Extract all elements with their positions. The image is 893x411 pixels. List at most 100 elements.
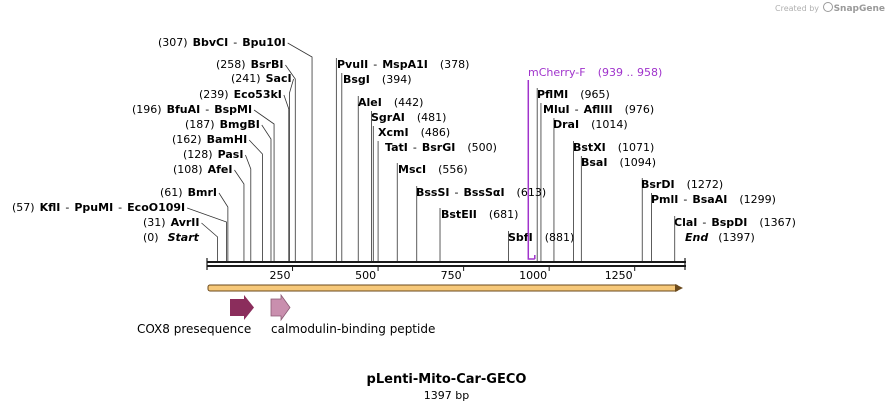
site-label: (241) SacI <box>231 72 292 85</box>
site-label: PmlI - BsaAI (1299) <box>651 193 776 206</box>
plasmid-length: 1397 bp <box>423 389 470 402</box>
scale-tick-label: 1250 <box>605 269 633 282</box>
restriction-site-msci[interactable]: MscI (556) <box>398 163 468 176</box>
site-leader-line <box>248 139 263 262</box>
site-leader-line <box>253 109 275 262</box>
site-leader-line <box>283 94 290 262</box>
orf-bar[interactable] <box>207 284 683 292</box>
restriction-site-kfli-ppumi-ecoo109i[interactable]: (57) KflI - PpuMI - EcoO109I <box>12 201 185 214</box>
site-leader-line <box>261 124 272 262</box>
feature-label: COX8 presequence <box>137 322 251 336</box>
restriction-site-bamhi[interactable]: (162) BamHI <box>172 133 247 146</box>
restriction-site-pmli-bsaai[interactable]: PmlI - BsaAI (1299) <box>651 193 776 206</box>
site-label: DraI (1014) <box>553 118 628 131</box>
primer-name: mCherry-F (939 .. 958) <box>528 61 662 80</box>
restriction-site-afei[interactable]: (108) AfeI <box>173 163 232 176</box>
restriction-site-drai[interactable]: DraI (1014) <box>553 118 628 131</box>
restriction-site-bsgi[interactable]: BsgI (394) <box>343 73 412 86</box>
start-marker: (0) Start <box>143 231 200 244</box>
site-label: XcmI (486) <box>378 126 450 139</box>
site-leader-line <box>187 207 227 262</box>
end-marker: End (1397) <box>685 231 755 244</box>
end-marker-label: End (1397) <box>685 231 755 244</box>
feature-label: calmodulin-binding peptide <box>271 322 435 336</box>
restriction-site-bsteii[interactable]: BstEII (681) <box>441 208 518 221</box>
site-label: ClaI - BspDI (1367) <box>674 216 796 229</box>
scale-tick-label: 500 <box>355 269 376 282</box>
scale-tick-label: 250 <box>270 269 291 282</box>
restriction-site-bmgbi[interactable]: (187) BmgBI <box>185 118 260 131</box>
site-leader-line <box>245 154 252 262</box>
restriction-site-bsrbi[interactable]: (258) BsrBI <box>216 58 283 71</box>
credit-prefix: Created by <box>775 4 820 13</box>
restriction-site-alei[interactable]: AleI (442) <box>358 96 423 109</box>
site-label: MluI - AflIII (976) <box>543 103 654 116</box>
snapgene-credit: Created by SnapGene <box>775 2 885 14</box>
site-label: (239) Eco53kI <box>199 88 282 101</box>
restriction-site-clai-bspdi[interactable]: ClaI - BspDI (1367) <box>674 216 796 229</box>
site-labels: (307) BbvCI - Bpu10I (258) BsrBI(241) SacI (239… <box>12 36 796 244</box>
plasmid-name: pLenti-Mito-Car-GECO <box>366 372 527 387</box>
site-label: (196) BfuAI - BspMI <box>132 103 252 116</box>
primer-mcherry-f[interactable]: mCherry-F (939 .. 958) <box>527 61 662 260</box>
restriction-site-saci[interactable]: (241) SacI <box>231 72 292 85</box>
restriction-site-pvuii-mspa1i[interactable]: PvuII - MspA1I (378) <box>337 58 469 71</box>
restriction-site-pflmi[interactable]: PflMI (965) <box>537 88 610 101</box>
site-leader-line <box>289 78 294 262</box>
site-label: BsrDI (1272) <box>641 178 723 191</box>
snapgene-logo-icon <box>822 2 833 12</box>
restriction-site-sgrai[interactable]: SgrAI (481) <box>371 111 446 124</box>
credit-brand: SnapGene <box>833 4 885 14</box>
site-label: BstXI (1071) <box>573 141 654 154</box>
site-label: (61) BmrI <box>160 186 217 199</box>
restriction-site-eco53ki[interactable]: (239) Eco53kI <box>199 88 282 101</box>
site-label: PvuII - MspA1I (378) <box>337 58 469 71</box>
site-leader-line <box>287 42 313 262</box>
restriction-site-bfuai-bspmi[interactable]: (196) BfuAI - BspMI <box>132 103 252 116</box>
restriction-site-mlui-afliii[interactable]: MluI - AflIII (976) <box>543 103 654 116</box>
scale-tick-label: 1000 <box>519 269 547 282</box>
site-label: TatI - BsrGI (500) <box>385 141 497 154</box>
site-label: BstEII (681) <box>441 208 518 221</box>
feature-cox8-presequence[interactable]: COX8 presequence <box>137 295 254 336</box>
restriction-site-bmri[interactable]: (61) BmrI <box>160 186 217 199</box>
site-label: BsaI (1094) <box>581 156 656 169</box>
dna-backbone <box>206 258 686 270</box>
site-label: (258) BsrBI <box>216 58 283 71</box>
site-label: BsgI (394) <box>343 73 412 86</box>
site-label: (162) BamHI <box>172 133 247 146</box>
site-leader-line <box>285 64 296 262</box>
site-leader-lines <box>187 42 676 262</box>
site-label: (57) KflI - PpuMI - EcoO109I <box>12 201 185 214</box>
site-label: MscI (556) <box>398 163 468 176</box>
start-marker-label: (0) Start <box>143 231 200 244</box>
restriction-site-tati-bsrgi[interactable]: TatI - BsrGI (500) <box>385 141 497 154</box>
site-label: (31) AvrII <box>143 216 200 229</box>
site-label: SgrAI (481) <box>371 111 446 124</box>
site-label: AleI (442) <box>358 96 423 109</box>
scale-ticks: 250 500 750 1000 1250 <box>270 266 636 282</box>
restriction-site-xcmi[interactable]: XcmI (486) <box>378 126 450 139</box>
site-label: BssSI - BssSαI (613) <box>416 186 546 199</box>
site-leader-line <box>234 169 245 262</box>
restriction-site-avrii[interactable]: (31) AvrII <box>143 216 200 229</box>
restriction-site-bsssi-bsssαi[interactable]: BssSI - BssSαI (613) <box>416 186 546 199</box>
feature-calmodulin-binding-peptide[interactable]: calmodulin-binding peptide <box>270 293 435 336</box>
site-label: (108) AfeI <box>173 163 232 176</box>
restriction-site-bstxi[interactable]: BstXI (1071) <box>573 141 654 154</box>
site-leader-line <box>218 192 229 262</box>
site-leader-line <box>201 222 219 262</box>
restriction-site-bbvci-bpu10i[interactable]: (307) BbvCI - Bpu10I <box>158 36 286 49</box>
site-label: PflMI (965) <box>537 88 610 101</box>
scale-tick-label: 750 <box>441 269 462 282</box>
restriction-site-bsrdi[interactable]: BsrDI (1272) <box>641 178 723 191</box>
site-label: SbfI (881) <box>508 231 574 244</box>
site-label: (128) PasI <box>183 148 243 161</box>
site-label: (187) BmgBI <box>185 118 260 131</box>
restriction-site-pasi[interactable]: (128) PasI <box>183 148 243 161</box>
restriction-site-bsai[interactable]: BsaI (1094) <box>581 156 656 169</box>
primer-marker <box>527 80 536 260</box>
restriction-site-sbfi[interactable]: SbfI (881) <box>508 231 574 244</box>
site-label: (307) BbvCI - Bpu10I <box>158 36 286 49</box>
